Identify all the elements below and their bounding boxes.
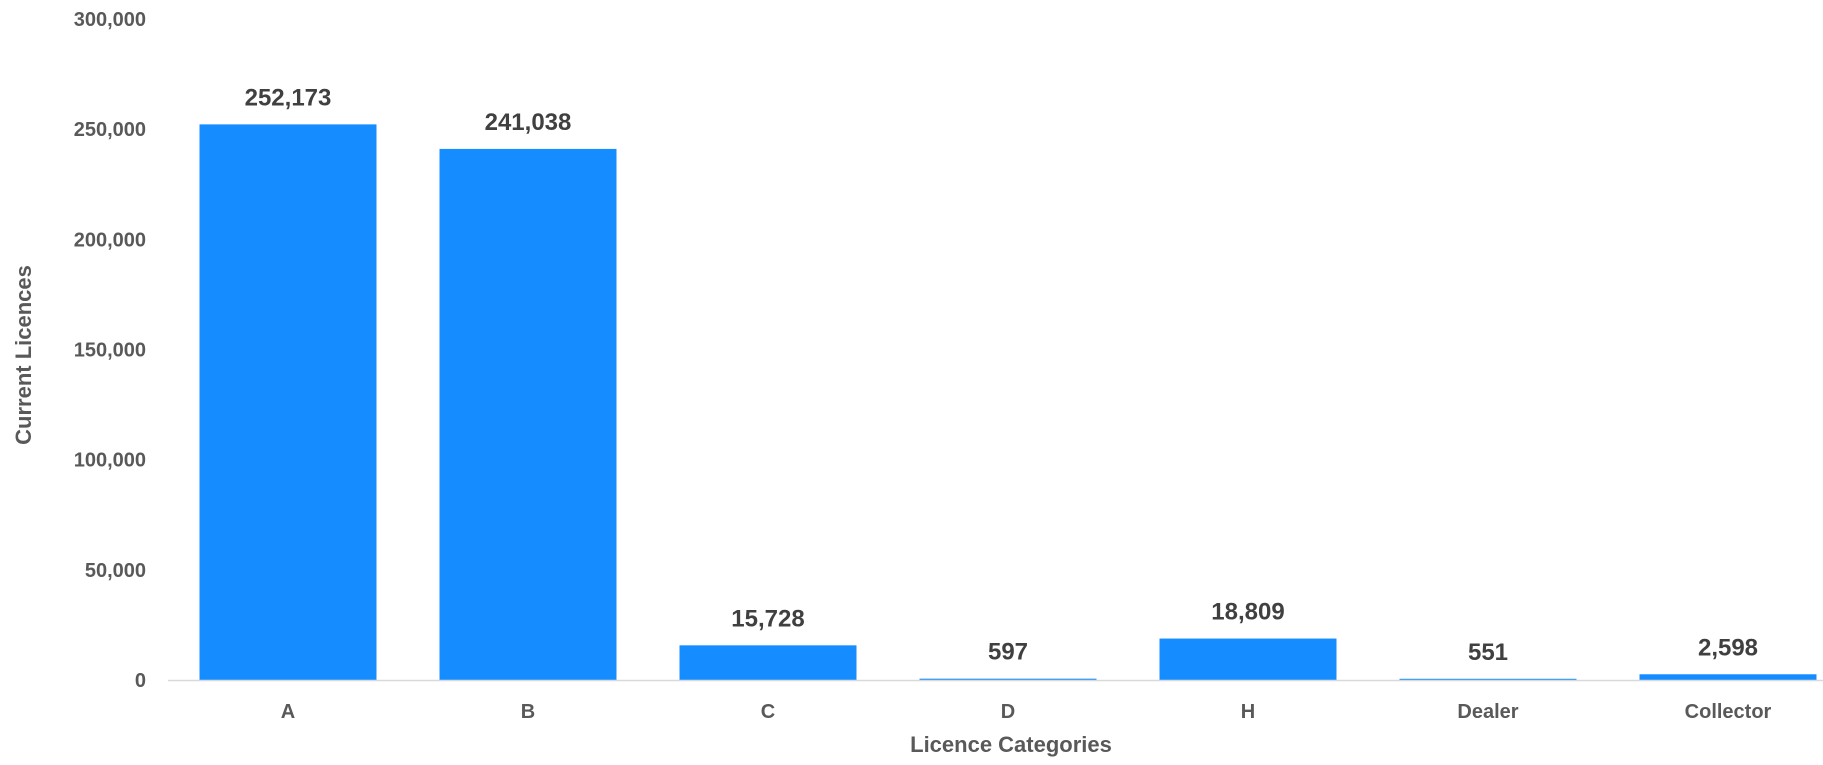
data-label: 551	[1468, 639, 1508, 666]
x-tick-label: B	[521, 701, 535, 723]
data-label: 15,728	[731, 605, 804, 632]
bar	[1639, 674, 1817, 680]
y-tick-label: 150,000	[74, 340, 146, 362]
x-tick-label: C	[761, 701, 775, 723]
y-axis-title: Current Licences	[11, 265, 36, 445]
bar	[1399, 678, 1577, 680]
y-tick-label: 300,000	[74, 9, 146, 31]
bar	[439, 148, 617, 680]
data-labels: 252,173 241,038 15,728 597 18,809 551 2,598	[245, 84, 1758, 665]
y-tick-label: 0	[135, 670, 146, 692]
y-tick-label: 200,000	[74, 229, 146, 251]
y-tick-label: 50,000	[85, 560, 146, 582]
data-label: 18,809	[1211, 599, 1284, 626]
data-label: 252,173	[245, 84, 332, 111]
bar	[1159, 638, 1337, 680]
y-axis-ticks: 0 50,000 100,000 150,000 200,000 250,000 300,0…	[74, 9, 146, 692]
bars	[199, 124, 1817, 680]
x-tick-label: A	[281, 701, 295, 723]
data-label: 597	[988, 639, 1028, 666]
x-tick-label: H	[1241, 701, 1255, 723]
data-label: 241,038	[485, 109, 572, 136]
x-axis-title: Licence Categories	[910, 732, 1112, 757]
x-axis-tick-labels: A B C D H Dealer Collector	[281, 701, 1772, 723]
y-tick-label: 250,000	[74, 119, 146, 141]
bar	[199, 124, 377, 680]
x-tick-label: Dealer	[1457, 701, 1518, 723]
bar	[679, 645, 857, 680]
bar	[919, 678, 1097, 680]
x-tick-label: D	[1001, 701, 1015, 723]
y-tick-label: 100,000	[74, 450, 146, 472]
x-tick-label: Collector	[1685, 701, 1772, 723]
data-label: 2,598	[1698, 634, 1758, 661]
